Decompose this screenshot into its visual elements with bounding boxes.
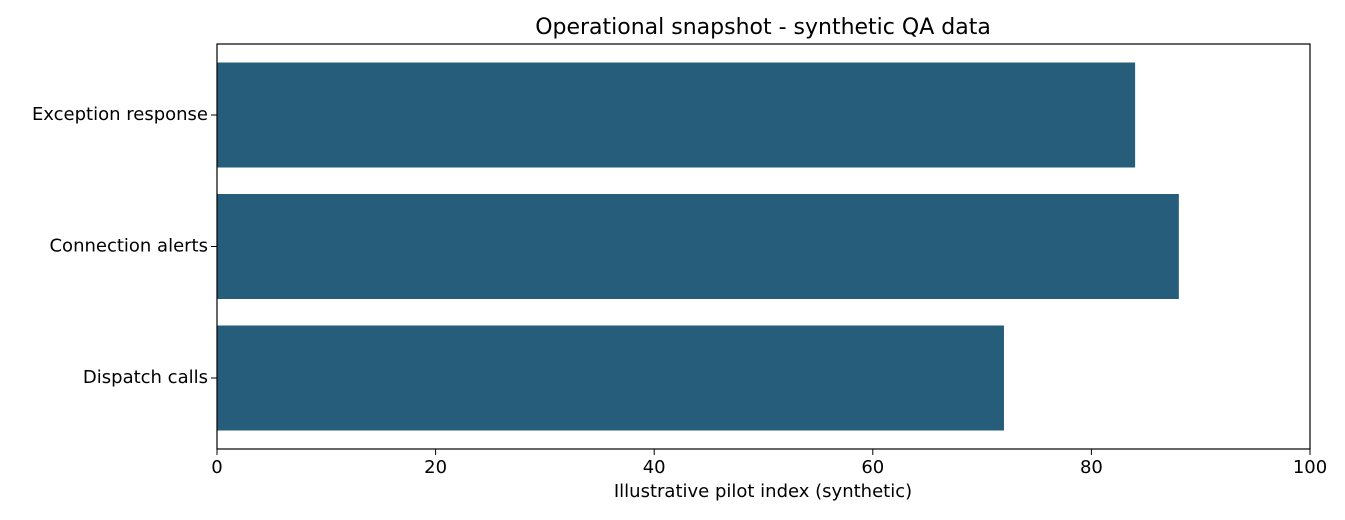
- bar: [217, 325, 1004, 431]
- x-tick-label: 0: [211, 457, 222, 478]
- bar: [217, 194, 1179, 299]
- y-tick-label: Dispatch calls: [83, 367, 208, 388]
- x-tick-label: 60: [861, 457, 884, 478]
- bar: [217, 62, 1136, 168]
- x-tick-label: 20: [424, 457, 447, 478]
- y-tick-label: Connection alerts: [49, 236, 208, 257]
- chart-title: Operational snapshot - synthetic QA data: [535, 15, 991, 40]
- plot-frame: [216, 43, 1311, 450]
- x-tick-label: 80: [1080, 457, 1103, 478]
- y-tick-label: Exception response: [32, 104, 208, 125]
- x-axis-label: Illustrative pilot index (synthetic): [614, 481, 912, 502]
- x-tick-label: 40: [643, 457, 666, 478]
- x-tick-label: 100: [1293, 457, 1327, 478]
